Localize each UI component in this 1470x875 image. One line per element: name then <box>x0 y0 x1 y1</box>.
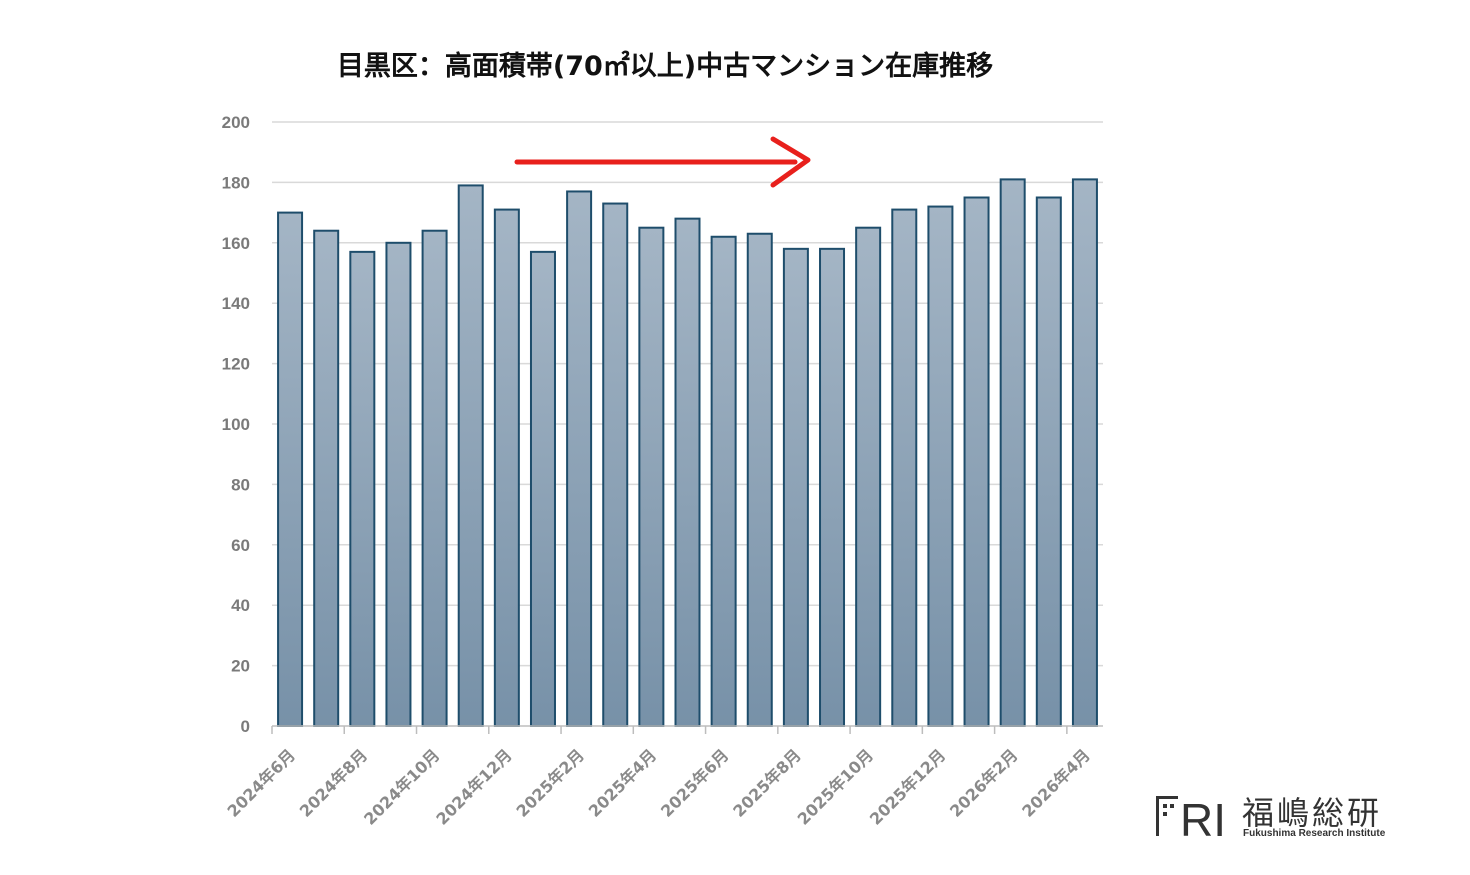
bar-2025年1月 <box>529 250 556 728</box>
bar-2025年12月 <box>927 205 954 727</box>
y-tick-label: 200 <box>222 113 250 132</box>
x-tick-label: 2026年2月 <box>946 745 1021 820</box>
y-axis: 0 20 40 60 80 100 120 140 160 180 200 <box>222 113 250 736</box>
fri-logo-letters: RI <box>1180 794 1226 840</box>
bar-2025年2月 <box>566 190 593 727</box>
y-tick-label: 60 <box>231 536 250 555</box>
bar-2025年3月 <box>602 202 629 728</box>
bar-2026年1月 <box>963 196 990 727</box>
y-tick-label: 100 <box>222 415 250 434</box>
y-tick-label: 40 <box>231 596 250 615</box>
bar-2024年7月 <box>313 229 340 727</box>
logo-kanji: 福嶋総研 <box>1242 794 1383 832</box>
fri-logo: RI 福嶋総研 Fukushima Research Institute <box>1152 788 1402 848</box>
logo-english: Fukushima Research Institute <box>1243 828 1386 839</box>
bar-2026年3月 <box>1035 196 1062 727</box>
x-tick-label: 2024年8月 <box>296 745 371 820</box>
x-tick-labels: 2024年6月2024年8月2024年10月2024年12月2025年2月202… <box>223 745 1093 828</box>
bar-2025年11月 <box>891 208 918 727</box>
x-tick-label: 2025年2月 <box>513 745 588 820</box>
bar-2025年4月 <box>638 226 665 727</box>
x-tick-label: 2025年8月 <box>729 745 804 820</box>
x-tick-label: 2026年4月 <box>1018 745 1093 820</box>
bar-2025年9月 <box>819 247 846 727</box>
y-tick-label: 160 <box>222 234 250 253</box>
annotations <box>514 136 811 188</box>
bar-2025年10月 <box>855 226 882 727</box>
y-tick-label: 80 <box>231 475 250 494</box>
x-tick-label: 2024年10月 <box>360 745 443 828</box>
x-tick-label: 2025年4月 <box>585 745 660 820</box>
bar-2024年6月 <box>277 211 304 728</box>
bar-2025年7月 <box>746 232 773 728</box>
bars <box>277 178 1098 728</box>
bar-2025年6月 <box>710 235 737 727</box>
chart-title: 目黒区：高面積帯(70㎡以上)中古マンション在庫推移 <box>336 51 994 82</box>
y-tick-label: 120 <box>222 355 250 374</box>
y-tick-label: 140 <box>222 294 250 313</box>
bar-2026年2月 <box>999 178 1026 727</box>
bar-2025年5月 <box>674 217 701 727</box>
x-tick-label: 2024年12月 <box>432 745 515 828</box>
x-tick-label: 2025年6月 <box>657 745 732 820</box>
bar-2025年8月 <box>782 247 809 727</box>
bar-2024年9月 <box>385 241 412 728</box>
bar-2024年10月 <box>421 229 448 727</box>
y-tick-label: 0 <box>241 717 250 736</box>
y-tick-label: 20 <box>231 657 250 676</box>
x-axis <box>271 725 1103 734</box>
x-tick-label: 2024年6月 <box>223 745 298 820</box>
trend-arrow-head <box>770 136 811 188</box>
y-tick-label: 180 <box>222 173 250 192</box>
bar-2024年11月 <box>457 184 484 728</box>
bar-2024年8月 <box>349 250 376 728</box>
bar-2026年4月 <box>1071 178 1098 727</box>
bar-2024年12月 <box>493 208 520 727</box>
x-tick-label: 2025年10月 <box>794 745 877 828</box>
fri-logo-mark: RI <box>1156 794 1226 840</box>
x-tick-label: 2025年12月 <box>866 745 949 828</box>
